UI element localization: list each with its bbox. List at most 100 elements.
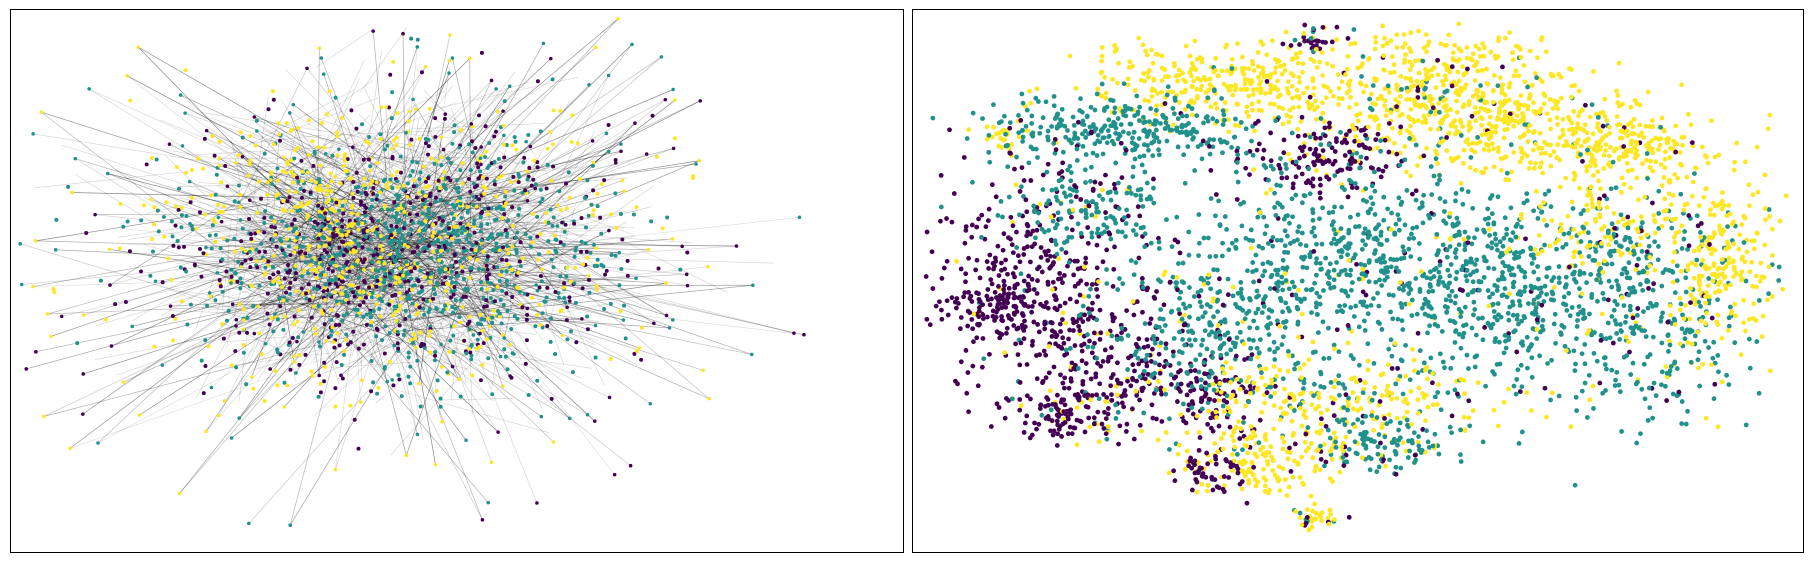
graph-node: [416, 278, 421, 283]
graph-edge: [413, 319, 430, 358]
graph-edge: [295, 128, 409, 181]
embedding-point: [1347, 105, 1352, 110]
embedding-point: [1156, 152, 1162, 158]
graph-node: [283, 209, 288, 214]
graph-node: [468, 350, 473, 355]
graph-node: [439, 249, 444, 254]
graph-node: [459, 264, 464, 269]
embedding-point: [1103, 90, 1109, 96]
embedding-point: [1213, 101, 1218, 107]
graph-node: [209, 246, 214, 251]
embedding-point: [1512, 118, 1518, 124]
embedding-point: [1354, 101, 1359, 107]
embedding-point: [1028, 178, 1034, 183]
graph-node: [340, 376, 345, 381]
embedding-point: [1716, 152, 1722, 158]
graph-edge: [366, 46, 418, 194]
graph-edge: [490, 287, 543, 374]
graph-edge: [178, 290, 264, 302]
graph-node: [493, 299, 498, 304]
embedding-point: [1416, 28, 1421, 34]
graph-edge: [109, 249, 431, 300]
graph-node: [399, 296, 404, 301]
graph-node: [326, 197, 331, 202]
graph-node: [523, 361, 528, 366]
graph-node: [593, 323, 598, 328]
graph-node: [606, 73, 611, 78]
embedding-point: [1370, 101, 1376, 106]
graph-node: [564, 206, 569, 211]
embedding-point: [1404, 128, 1410, 134]
graph-node: [564, 274, 569, 279]
graph-node: [309, 315, 314, 320]
graph-edge: [414, 85, 454, 136]
graph-node: [567, 195, 572, 200]
embedding-point: [1080, 131, 1085, 137]
graph-node: [421, 297, 426, 302]
graph-edge: [116, 326, 253, 376]
graph-node: [271, 142, 276, 147]
embedding-point: [1200, 138, 1206, 144]
embedding-point: [1544, 142, 1550, 147]
graph-node: [467, 276, 472, 281]
embedding-point: [1547, 152, 1553, 158]
graph-node: [413, 107, 418, 112]
embedding-point: [1528, 160, 1533, 165]
graph-node: [318, 183, 323, 188]
graph-node: [337, 208, 342, 213]
graph-edge: [370, 261, 447, 358]
embedding-point: [1246, 66, 1252, 71]
graph-edge: [210, 117, 354, 171]
graph-node: [401, 187, 406, 192]
embedding-point: [1510, 57, 1516, 63]
graph-node: [395, 179, 400, 184]
graph-edge: [469, 58, 472, 262]
embedding-point: [1250, 87, 1256, 93]
graph-node: [187, 179, 192, 184]
graph-node: [504, 234, 509, 239]
graph-node: [383, 221, 388, 226]
graph-node: [357, 275, 362, 280]
graph-node: [171, 243, 176, 248]
graph-node: [506, 251, 511, 256]
graph-edge: [372, 307, 438, 340]
embedding-point: [1126, 82, 1131, 88]
embedding-point: [1460, 124, 1466, 129]
embedding-point: [1205, 95, 1211, 101]
embedding-point: [1469, 147, 1474, 153]
graph-node: [302, 268, 307, 273]
embedding-point: [1295, 126, 1300, 132]
graph-node: [394, 193, 399, 198]
graph-node: [467, 314, 472, 319]
graph-node: [486, 316, 491, 321]
graph-edge: [306, 177, 356, 265]
embedding-point: [1674, 141, 1680, 147]
graph-node: [223, 164, 228, 169]
graph-node: [434, 158, 439, 163]
embedding-point: [1465, 66, 1470, 72]
graph-edge: [403, 261, 527, 340]
graph-node: [322, 322, 327, 327]
embedding-point: [1464, 45, 1470, 50]
embedding-point: [1020, 100, 1026, 106]
embedding-point: [1556, 71, 1562, 77]
embedding-point: [1339, 140, 1345, 146]
graph-node: [573, 248, 578, 253]
embedding-point: [961, 294, 966, 300]
embedding-point: [1421, 113, 1427, 119]
graph-node: [426, 176, 431, 181]
embedding-point: [1518, 145, 1524, 151]
graph-node: [292, 250, 297, 255]
embedding-point: [1115, 80, 1120, 86]
embedding-point: [996, 120, 1002, 126]
graph-node: [343, 247, 348, 252]
graph-node: [412, 178, 417, 183]
embedding-point: [1502, 109, 1508, 115]
graph-edge: [489, 271, 499, 298]
graph-node: [583, 241, 588, 246]
graph-node: [404, 259, 409, 264]
embedding-point: [1627, 147, 1633, 153]
graph-node: [81, 372, 86, 376]
embedding-point: [1244, 109, 1250, 115]
graph-node: [218, 246, 223, 251]
